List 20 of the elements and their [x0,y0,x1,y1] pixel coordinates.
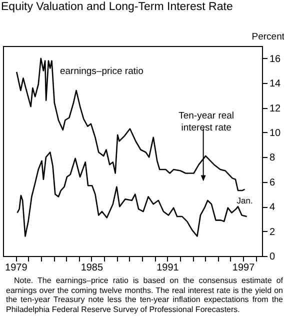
text: Note. The earnings–price ratio is based on the consensus estimate of earnings over the coming twelve months. The real interest rate is the yield on the ten-year Treasury note less the ten-year inflation expectations from the Philadelphia Federal Reserve Survey of Professional Forecasters. [5,275,284,314]
y-axis-title: Percent [252,32,285,42]
text: Ten-year real interest rate [178,110,234,134]
x-tick-label: 1997 [232,262,256,274]
y-tick-label: 2 [270,226,276,238]
chart-title: Equity Valuation and Long-Term Interest Rate [0,0,234,15]
y-tick-label: 14 [270,78,282,90]
x-tick-label: 1979 [5,262,28,274]
x-tick-label: 1985 [80,262,104,274]
y-tick-label: 4 [270,202,276,214]
line-series [16,58,246,192]
annotation: Jan. [236,195,253,206]
y-tick-label: 10 [270,128,282,139]
y-tick-label: 6 [270,177,276,188]
series-label: earnings–price ratio [60,66,144,78]
y-tick-label: 0 [270,252,276,262]
y-tick-label: 12 [270,103,282,114]
x-tick-label: 1991 [156,262,180,274]
y-tick-label: 16 [270,54,282,65]
y-tick-label: 8 [270,152,276,164]
